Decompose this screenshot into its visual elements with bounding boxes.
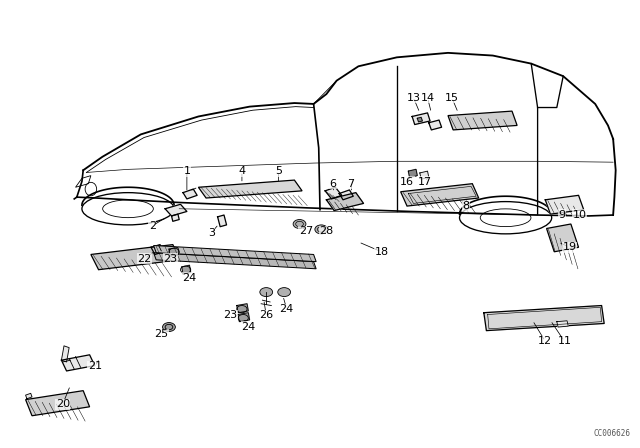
Polygon shape xyxy=(401,184,479,206)
Text: CC006626: CC006626 xyxy=(593,429,630,438)
Text: 22: 22 xyxy=(138,254,152,264)
Text: 3: 3 xyxy=(208,228,214,238)
Text: 15: 15 xyxy=(445,93,459,103)
Polygon shape xyxy=(448,111,517,130)
Polygon shape xyxy=(169,247,179,256)
Text: 28: 28 xyxy=(319,226,333,236)
Polygon shape xyxy=(183,189,197,199)
Text: 6: 6 xyxy=(330,179,336,189)
Polygon shape xyxy=(420,171,429,179)
Text: 23: 23 xyxy=(163,254,177,264)
Polygon shape xyxy=(545,195,584,214)
Text: 25: 25 xyxy=(154,329,168,339)
Polygon shape xyxy=(417,117,422,122)
Polygon shape xyxy=(165,204,187,216)
Polygon shape xyxy=(557,321,568,327)
Text: 27: 27 xyxy=(299,226,313,236)
Text: 9: 9 xyxy=(558,210,566,220)
Circle shape xyxy=(293,220,306,228)
Polygon shape xyxy=(91,245,180,270)
Circle shape xyxy=(315,225,328,234)
Polygon shape xyxy=(218,215,227,227)
Polygon shape xyxy=(429,120,442,130)
Text: 20: 20 xyxy=(56,399,70,409)
Text: 24: 24 xyxy=(280,304,294,314)
Text: 1: 1 xyxy=(184,166,190,176)
Circle shape xyxy=(260,288,273,297)
Circle shape xyxy=(278,288,291,297)
Polygon shape xyxy=(182,265,191,274)
Polygon shape xyxy=(325,187,342,199)
Polygon shape xyxy=(484,306,604,331)
Text: 21: 21 xyxy=(88,362,102,371)
Text: 12: 12 xyxy=(538,336,552,346)
Polygon shape xyxy=(237,304,248,313)
Text: 5: 5 xyxy=(275,166,282,176)
Polygon shape xyxy=(408,169,417,177)
Text: 17: 17 xyxy=(418,177,432,187)
Text: 16: 16 xyxy=(400,177,414,187)
Polygon shape xyxy=(326,193,364,211)
Text: 24: 24 xyxy=(182,273,196,283)
Polygon shape xyxy=(154,253,316,269)
Text: 18: 18 xyxy=(374,247,388,257)
Polygon shape xyxy=(547,224,579,252)
Text: 14: 14 xyxy=(420,93,435,103)
Polygon shape xyxy=(238,313,250,322)
Text: 24: 24 xyxy=(241,322,255,332)
Text: 7: 7 xyxy=(347,179,355,189)
Polygon shape xyxy=(26,391,90,416)
Text: 13: 13 xyxy=(406,93,420,103)
Polygon shape xyxy=(198,180,302,198)
Polygon shape xyxy=(339,190,353,200)
Text: 4: 4 xyxy=(238,166,246,176)
Text: 2: 2 xyxy=(148,221,156,231)
Text: 26: 26 xyxy=(259,310,273,320)
Text: 11: 11 xyxy=(557,336,572,346)
Polygon shape xyxy=(172,214,179,221)
Text: 23: 23 xyxy=(223,310,237,320)
Text: 8: 8 xyxy=(462,201,470,211)
Polygon shape xyxy=(26,393,32,399)
Text: 10: 10 xyxy=(573,210,587,220)
Polygon shape xyxy=(61,355,95,371)
Polygon shape xyxy=(61,346,69,362)
Text: 19: 19 xyxy=(563,242,577,252)
Polygon shape xyxy=(412,113,430,125)
Polygon shape xyxy=(151,245,164,254)
Circle shape xyxy=(163,323,175,332)
Polygon shape xyxy=(154,246,316,262)
